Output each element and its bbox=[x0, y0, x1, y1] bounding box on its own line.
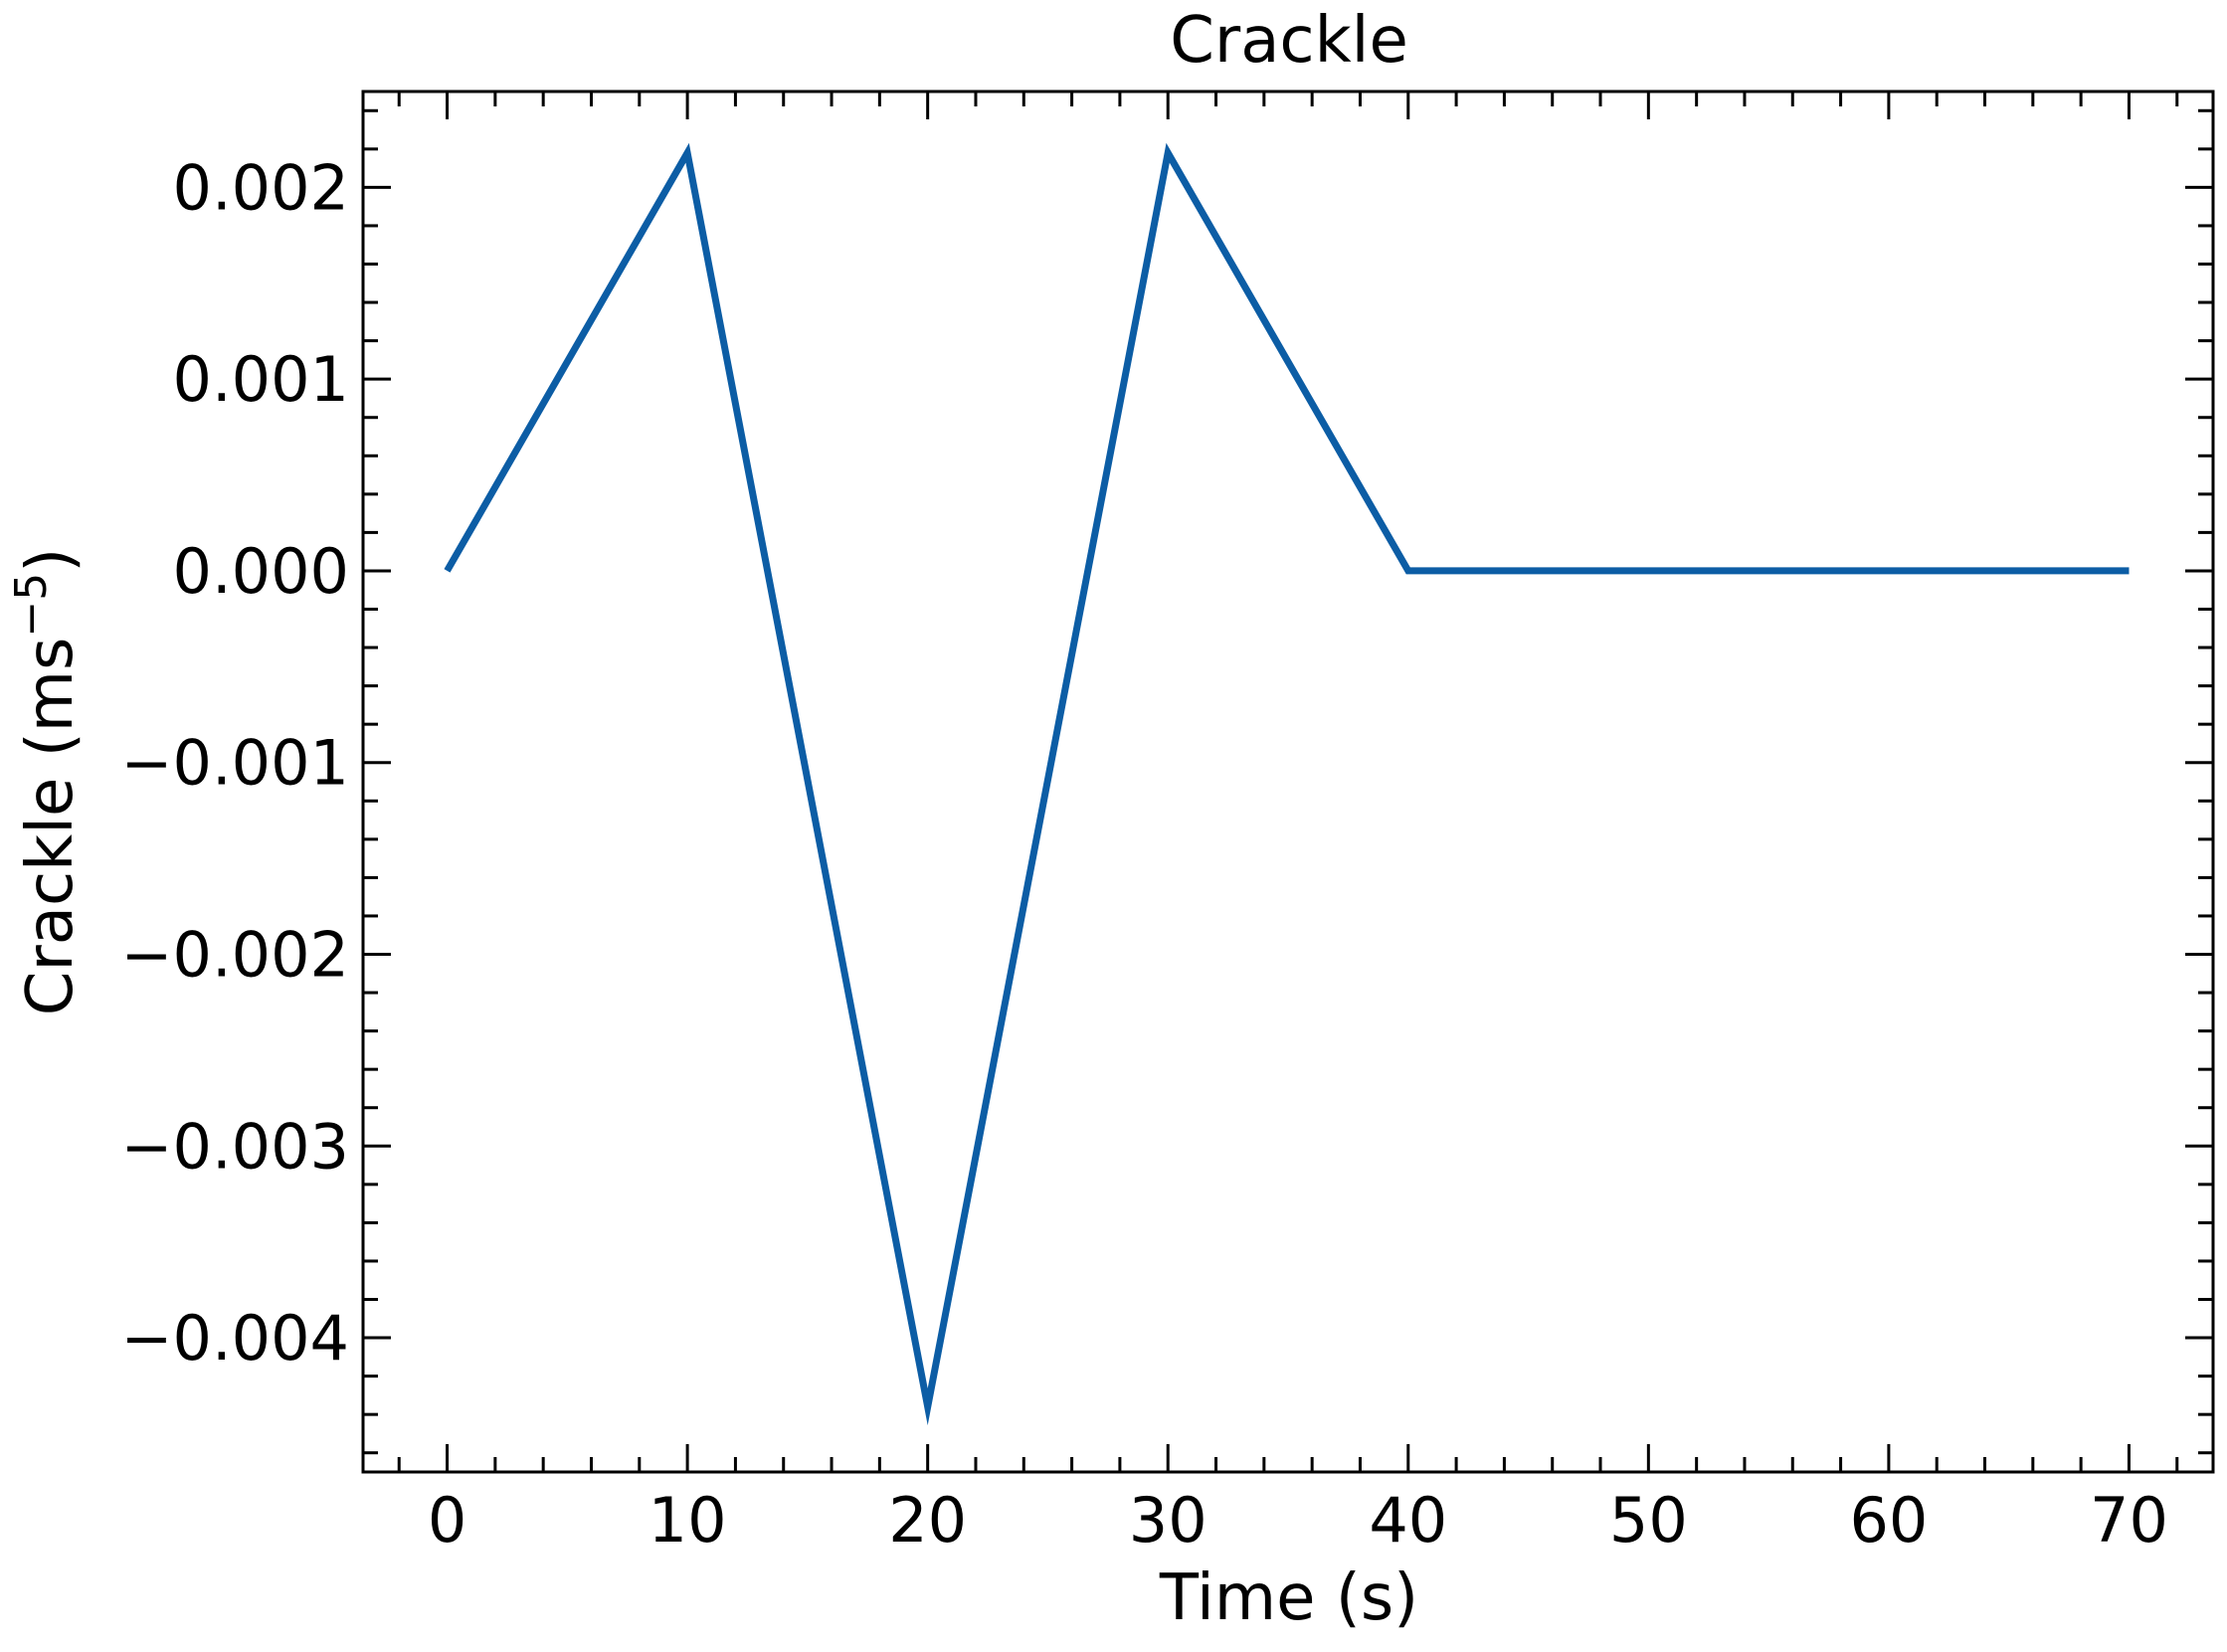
x-tick-label: 30 bbox=[1129, 1484, 1207, 1557]
ticks-layer bbox=[363, 92, 2213, 1472]
y-tick-label: −0.003 bbox=[121, 1110, 349, 1183]
y-tick-labels: −0.004 −0.003 −0.002 −0.001 0.000 0.001 0.002 bbox=[121, 151, 349, 1375]
x-tick-label: 60 bbox=[1849, 1484, 1928, 1557]
series-line bbox=[444, 142, 2130, 1426]
x-tick-labels: 0 10 20 30 40 50 60 70 bbox=[428, 1484, 2168, 1557]
y-tick-label: 0.001 bbox=[173, 343, 350, 416]
x-tick-label: 70 bbox=[2090, 1484, 2168, 1557]
x-tick-label: 0 bbox=[428, 1484, 466, 1557]
y-axis-label: Crackle (ms−5) bbox=[6, 548, 88, 1015]
x-tick-label: 10 bbox=[649, 1484, 727, 1557]
x-tick-label: 40 bbox=[1369, 1484, 1447, 1557]
y-tick-label: −0.002 bbox=[121, 919, 349, 992]
y-axis-label-superscript: −5 bbox=[6, 573, 57, 638]
x-tick-label: 20 bbox=[888, 1484, 967, 1557]
y-axis-label-main: Crackle (ms bbox=[14, 638, 88, 1016]
y-axis-label-close: ) bbox=[14, 548, 88, 573]
y-tick-label: −0.001 bbox=[121, 727, 349, 800]
x-axis-label: Time (s) bbox=[1159, 1561, 1418, 1635]
y-tick-label: −0.004 bbox=[121, 1302, 349, 1375]
y-tick-label: 0.000 bbox=[173, 535, 350, 608]
plot-frame bbox=[361, 90, 2215, 1474]
chart-title: Crackle bbox=[1170, 4, 1408, 78]
series-layer bbox=[444, 142, 2130, 1426]
y-tick-label: 0.002 bbox=[173, 151, 350, 224]
x-tick-label: 50 bbox=[1609, 1484, 1688, 1557]
